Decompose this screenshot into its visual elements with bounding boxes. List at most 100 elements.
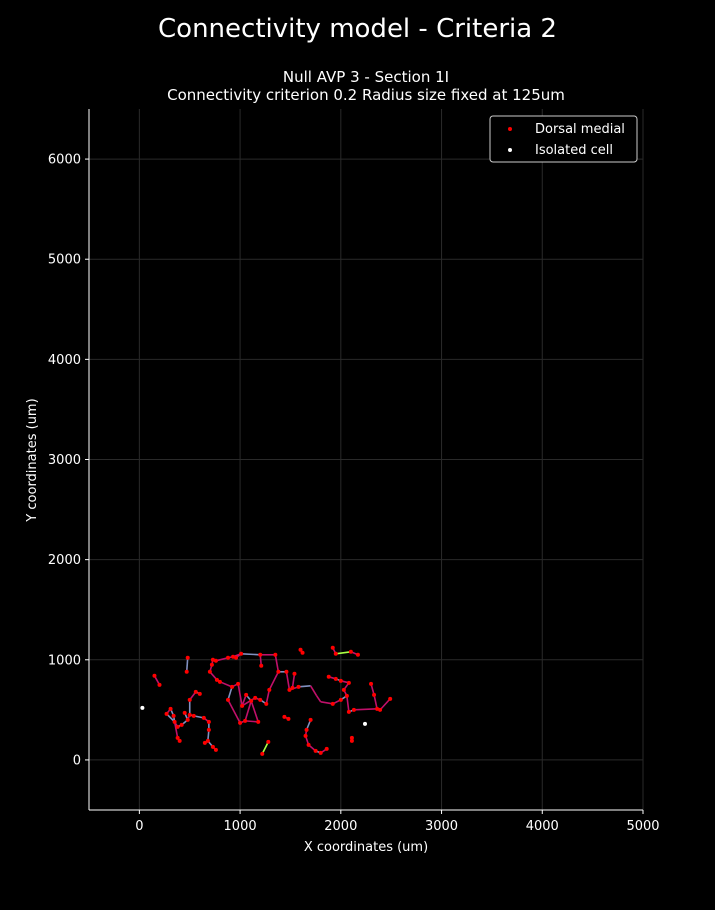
point-dorsal-medial xyxy=(193,689,198,694)
point-dorsal-medial xyxy=(303,733,308,738)
point-dorsal-medial xyxy=(338,697,343,702)
point-dorsal-medial xyxy=(300,650,305,655)
point-dorsal-medial xyxy=(341,687,346,692)
point-dorsal-medial xyxy=(287,687,292,692)
point-dorsal-medial xyxy=(157,682,162,687)
point-dorsal-medial xyxy=(351,707,356,712)
point-dorsal-medial xyxy=(349,738,354,743)
point-dorsal-medial xyxy=(282,714,287,719)
point-dorsal-medial xyxy=(286,716,291,721)
point-dorsal-medial xyxy=(290,685,295,690)
point-dorsal-medial xyxy=(213,747,218,752)
point-dorsal-medial xyxy=(355,652,360,657)
point-dorsal-medial xyxy=(318,750,323,755)
point-dorsal-medial xyxy=(388,696,393,701)
connection-edge xyxy=(265,689,271,705)
legend-label-dorsal-medial: Dorsal medial xyxy=(535,122,625,137)
point-dorsal-medial xyxy=(185,717,190,722)
y-axis-label: Y coordinates (um) xyxy=(25,398,40,522)
point-dorsal-medial xyxy=(258,697,263,702)
point-dorsal-medial xyxy=(202,740,207,745)
connection-edge xyxy=(379,698,391,711)
point-dorsal-medial xyxy=(273,652,278,657)
connection-edge xyxy=(245,720,259,723)
point-dorsal-medial xyxy=(240,703,245,708)
point-dorsal-medial xyxy=(244,692,249,697)
point-dorsal-medial xyxy=(276,669,281,674)
point-dorsal-medial xyxy=(197,691,202,696)
point-dorsal-medial xyxy=(296,684,301,689)
grid-lines xyxy=(89,109,644,810)
point-dorsal-medial xyxy=(338,678,343,683)
legend-marker-dorsal-medial xyxy=(508,127,512,131)
point-dorsal-medial xyxy=(171,713,176,718)
point-dorsal-medial xyxy=(292,671,297,676)
connection-edge xyxy=(309,685,318,697)
connection-edge xyxy=(315,695,322,703)
point-dorsal-medial xyxy=(207,669,212,674)
connection-edge xyxy=(353,708,378,711)
legend-label-isolated-cell: Isolated cell xyxy=(535,143,613,158)
connection-edge xyxy=(335,650,351,655)
point-dorsal-medial xyxy=(210,657,215,662)
point-dorsal-medial xyxy=(243,718,248,723)
point-dorsal-medial xyxy=(348,649,353,654)
connection-edge xyxy=(219,681,233,688)
point-dorsal-medial xyxy=(346,709,351,714)
x-tick-label: 2000 xyxy=(324,819,357,834)
y-tick-label: 4000 xyxy=(48,353,81,368)
point-dorsal-medial xyxy=(210,744,215,749)
point-dorsal-medial xyxy=(175,724,180,729)
point-dorsal-medial xyxy=(249,698,254,703)
connection-edge xyxy=(373,694,378,710)
point-dorsal-medial xyxy=(182,710,187,715)
point-dorsal-medial xyxy=(226,655,231,660)
connection-edge xyxy=(227,686,233,701)
point-dorsal-medial xyxy=(184,669,189,674)
point-dorsal-medial xyxy=(259,663,264,668)
point-dorsal-medial xyxy=(236,681,241,686)
x-tick-label: 0 xyxy=(135,819,143,834)
point-dorsal-medial xyxy=(264,701,269,706)
point-dorsal-medial xyxy=(256,719,261,724)
connection-edge xyxy=(298,685,311,688)
point-dorsal-medial xyxy=(375,706,380,711)
point-dorsal-medial xyxy=(168,706,173,711)
connection-edge xyxy=(241,697,256,707)
x-tick-label: 4000 xyxy=(526,819,559,834)
point-dorsal-medial xyxy=(179,722,184,727)
point-dorsal-medial xyxy=(187,712,192,717)
point-dorsal-medial xyxy=(230,684,235,689)
point-dorsal-medial xyxy=(175,735,180,740)
point-dorsal-medial xyxy=(324,746,329,751)
point-dorsal-medial xyxy=(260,751,265,756)
point-dorsal-medial xyxy=(333,651,338,656)
point-dorsal-medial xyxy=(330,645,335,650)
y-tick-label: 3000 xyxy=(48,453,81,468)
point-dorsal-medial xyxy=(313,748,318,753)
point-dorsal-medial xyxy=(330,701,335,706)
connection-edge xyxy=(250,700,259,723)
point-dorsal-medial xyxy=(191,713,196,718)
connection-edge xyxy=(215,657,229,662)
point-dorsal-medial xyxy=(217,679,222,684)
point-dorsal-medial xyxy=(152,673,157,678)
point-dorsal-medial xyxy=(298,647,303,652)
connection-edge xyxy=(185,657,189,672)
point-dorsal-medial xyxy=(333,676,338,681)
point-dorsal-medial xyxy=(205,738,210,743)
point-dorsal-medial xyxy=(284,669,289,674)
point-dorsal-medial xyxy=(234,655,239,660)
chart-title-line-2: Connectivity criterion 0.2 Radius size f… xyxy=(167,86,565,104)
axis-ticks: 0 1000 2000 3000 4000 5000 0 1000 2000 3000 4000 50… xyxy=(48,153,660,834)
point-dorsal-medial xyxy=(253,695,258,700)
point-dorsal-medial xyxy=(266,739,271,744)
y-tick-label: 5000 xyxy=(48,253,81,268)
connection-edge xyxy=(227,699,241,724)
point-dorsal-medial xyxy=(346,680,351,685)
connection-edge xyxy=(173,721,179,739)
point-dorsal-medial xyxy=(349,735,354,740)
legend-marker-isolated-cell xyxy=(508,148,512,152)
point-dorsal-medial xyxy=(304,727,309,732)
